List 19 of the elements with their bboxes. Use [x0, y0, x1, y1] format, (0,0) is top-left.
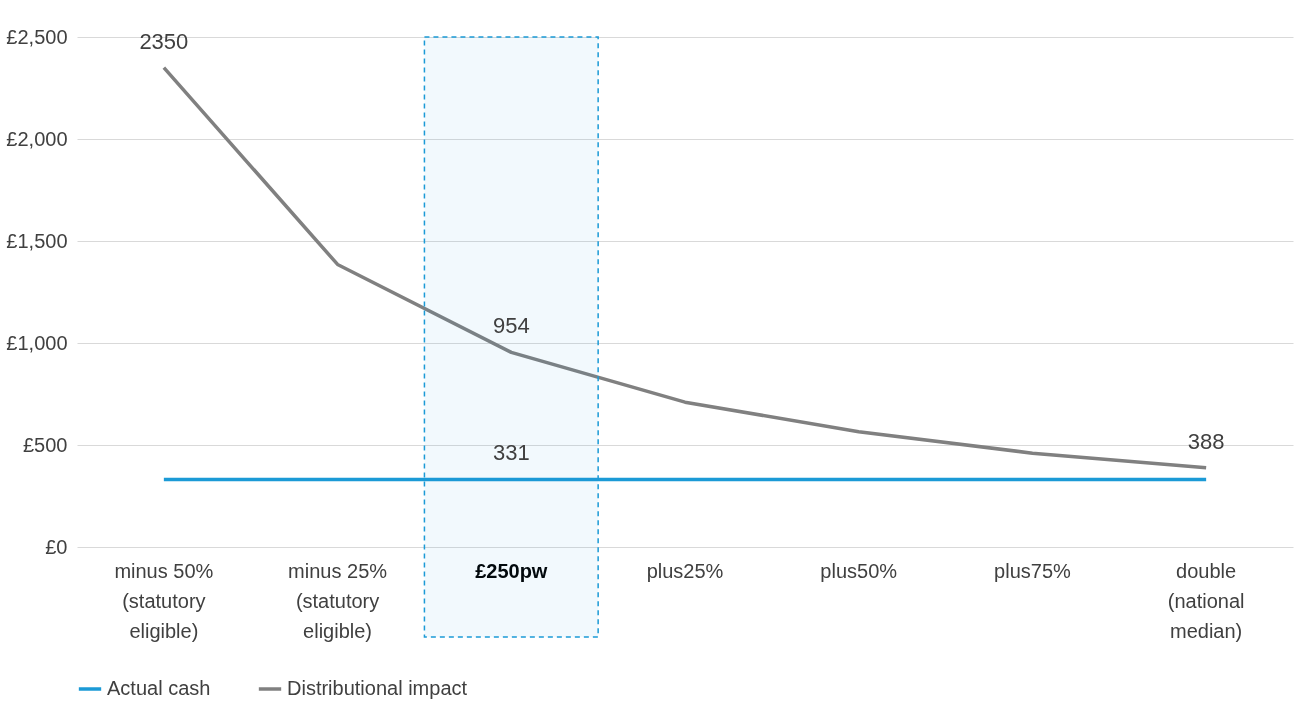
y-tick-label: £2,000: [6, 127, 68, 150]
x-tick-label: minus 50% (statutory eligible): [114, 559, 214, 642]
x-tick-label: £250pw: [475, 559, 548, 582]
y-tick-label: £2,500: [6, 25, 68, 48]
x-tick-label: double (national median): [1167, 559, 1245, 642]
x-tick-label: plus75%: [994, 559, 1071, 582]
y-tick-label: £1,000: [6, 331, 68, 354]
data-label: 954: [492, 313, 530, 339]
data-label: 331: [492, 440, 530, 466]
y-tick-label: £0: [45, 535, 68, 558]
data-label: 2350: [139, 28, 189, 54]
x-tick-label: plus25%: [646, 559, 724, 582]
x-tick-label: minus 25% (statutory eligible): [288, 559, 388, 642]
x-tick-label: plus50%: [820, 559, 898, 582]
legend-label: Distributional impact: [287, 677, 468, 699]
legend-label: Actual cash: [107, 677, 211, 699]
data-label: 388: [1187, 428, 1225, 454]
y-tick-label: £500: [23, 433, 68, 456]
y-tick-label: £1,500: [6, 229, 68, 252]
